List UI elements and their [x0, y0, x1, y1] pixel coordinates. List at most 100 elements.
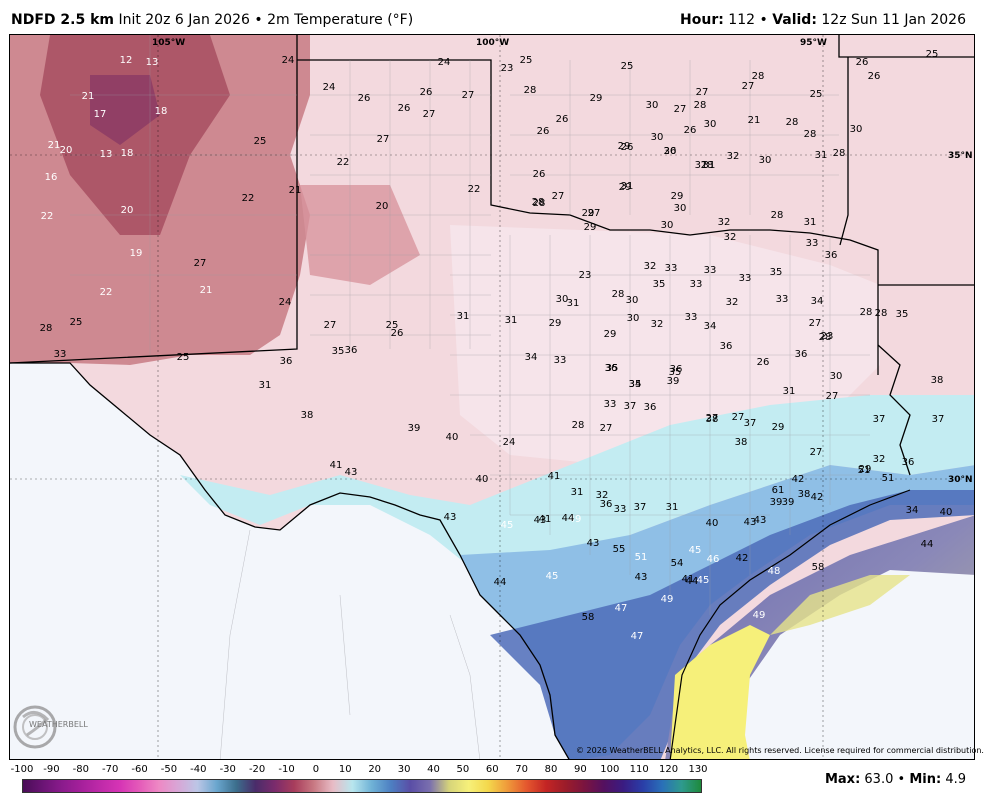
temperature-label: 26 — [757, 357, 770, 368]
temperature-label: 51 — [635, 552, 648, 563]
temperature-label: 49 — [569, 514, 582, 525]
temperature-label: 33 — [554, 355, 567, 366]
temperature-label: 36 — [605, 363, 618, 374]
temperature-label: 25 — [810, 89, 823, 100]
temperature-label: 29 — [671, 191, 684, 202]
mexico-region — [10, 363, 569, 759]
temperature-label: 30 — [759, 155, 772, 166]
temperature-map[interactable]: 105°W 100°W 95°W 35°N 30°N 12 13 24 24 23 25 2… — [9, 34, 975, 760]
temperature-label: 36 — [720, 341, 733, 352]
temperature-label: 25 — [70, 317, 83, 328]
coldest-core-2 — [90, 75, 160, 145]
temperature-label: 36 — [644, 402, 657, 413]
temperature-label: 41 — [682, 574, 695, 585]
temperature-label: 32 — [718, 217, 731, 228]
temperature-label: 31 — [259, 380, 272, 391]
temperature-label: 26 — [868, 71, 881, 82]
temperature-label: 24 — [279, 297, 292, 308]
legend-tick: 100 — [600, 764, 620, 775]
legend-tick: -80 — [72, 764, 89, 775]
legend-tick: 70 — [515, 764, 529, 775]
temperature-label: 41 — [548, 471, 561, 482]
temperature-label: 29 — [772, 422, 785, 433]
temperature-label: 19 — [130, 248, 143, 259]
temperature-label: 36 — [670, 364, 683, 375]
county-lines — [70, 35, 870, 759]
temperature-label: 29 — [584, 222, 597, 233]
gulf-coastline — [669, 489, 911, 759]
temperature-label: 27 — [826, 391, 839, 402]
temperature-label: 43 — [534, 515, 547, 526]
temperature-label: 22 — [242, 193, 255, 204]
temperature-label: 33 — [806, 238, 819, 249]
temperature-label: 22 — [100, 287, 113, 298]
temperature-label: 27 — [810, 447, 823, 458]
temperature-label: 27 — [377, 134, 390, 145]
separator-dot: • — [759, 12, 768, 28]
max-value: 63.0 — [864, 772, 894, 787]
temperature-label: 26 — [358, 93, 371, 104]
temperature-label: 30 — [661, 220, 674, 231]
weatherbell-logo: WEATHERBELL — [13, 697, 97, 759]
temperature-label: 43 — [744, 517, 757, 528]
temperature-label: 21 — [748, 115, 761, 126]
temperature-label: 41 — [539, 514, 552, 525]
temperature-label: 33 — [739, 273, 752, 284]
temperature-label: 39 — [667, 376, 680, 387]
header-left: NDFD 2.5 km Init 20z 6 Jan 2026 • 2m Tem… — [11, 12, 413, 28]
temperature-label: 44 — [686, 576, 699, 587]
temperature-label: 38 — [798, 489, 811, 500]
temperature-label: 42 — [736, 553, 749, 564]
coord-30n: 30°N — [948, 475, 973, 485]
gulf-yellow — [670, 625, 770, 759]
temperature-label: 26 — [537, 126, 550, 137]
temperature-label: 26 — [556, 114, 569, 125]
temperature-label: 33 — [614, 504, 627, 515]
temperature-label: 35 — [653, 279, 666, 290]
logo-text: WEATHERBELL — [29, 720, 88, 729]
temperature-label: 45 — [689, 545, 702, 556]
legend-tick: 120 — [659, 764, 679, 775]
legend-tick: -100 — [10, 764, 34, 775]
temperature-label: 28 — [701, 160, 714, 171]
coord-105w: 105°W — [152, 38, 185, 48]
temperature-label: 34 — [525, 352, 538, 363]
temperature-label: 36 — [600, 499, 613, 510]
temperature-label: 30 — [651, 132, 664, 143]
cool-band — [180, 395, 974, 575]
legend-tick: -60 — [131, 764, 148, 775]
temperature-label: 47 — [615, 603, 628, 614]
temperature-label: 30 — [674, 203, 687, 214]
legend-tick: -50 — [160, 764, 178, 775]
temperature-label: 13 — [146, 57, 159, 68]
temperature-label: 26 — [391, 328, 404, 339]
temperature-label: 43 — [444, 512, 457, 523]
legend-tick: -90 — [43, 764, 60, 775]
temperature-label: 21 — [289, 185, 302, 196]
temperature-label: 38 — [735, 437, 748, 448]
temperature-label: 40 — [940, 507, 953, 518]
temperature-label: 42 — [811, 492, 824, 503]
temperature-label: 45 — [501, 520, 514, 531]
temperature-label: 36 — [345, 345, 358, 356]
temperature-label: 17 — [94, 109, 107, 120]
temperature-label: 26 — [621, 142, 634, 153]
legend-tick: 130 — [688, 764, 708, 775]
temperature-label: 13 — [100, 149, 113, 160]
temperature-label: 38 — [301, 410, 314, 421]
legend-tick: -70 — [102, 764, 119, 775]
temperature-label: 31 — [703, 160, 716, 171]
temperature-label: 45 — [546, 571, 559, 582]
temperature-label: 35 — [770, 267, 783, 278]
temperature-label: 29 — [618, 141, 631, 152]
temperature-label: 29 — [549, 318, 562, 329]
temperature-label: 29 — [582, 208, 595, 219]
temperature-label: 24 — [503, 437, 516, 448]
temperature-label: 32 — [651, 319, 664, 330]
temperature-label: 23 — [579, 270, 592, 281]
temperature-label: 39 — [782, 497, 795, 508]
temperature-label: 21 — [82, 91, 95, 102]
temperature-label: 20 — [121, 205, 134, 216]
temperature-label: 40 — [706, 518, 719, 529]
legend-tick: 50 — [456, 764, 470, 775]
